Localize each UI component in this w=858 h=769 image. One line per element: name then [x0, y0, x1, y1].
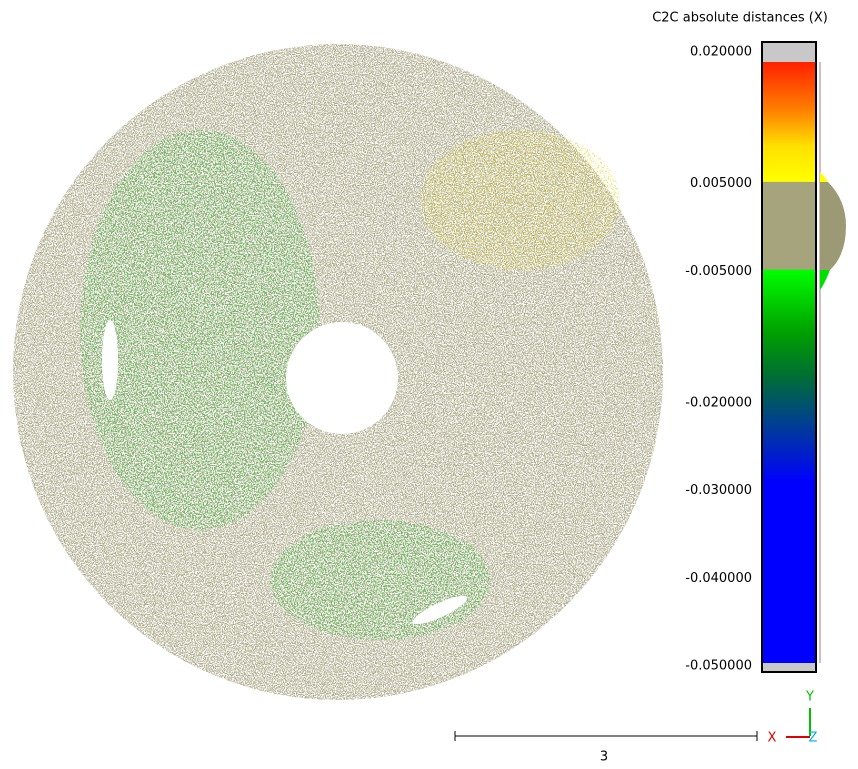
viewer: C2C absolute distances (X) 3 Y X Z 0.020… — [0, 0, 858, 765]
axis-y: Y — [805, 690, 814, 705]
histogram — [820, 172, 828, 182]
colorbar-tick-label: -0.005000 — [685, 264, 752, 279]
point-cloud — [13, 44, 663, 700]
colorbar-tick-label: -0.020000 — [685, 395, 752, 410]
colorbar-cap — [762, 663, 816, 672]
axis-x: X — [768, 731, 777, 746]
axes-gizmo — [786, 708, 810, 737]
scale-label: 3 — [600, 750, 608, 765]
colorbar-tick-label: 0.020000 — [690, 45, 752, 60]
colorbar-tick-label: 0.005000 — [690, 176, 752, 191]
colorbar-cap — [762, 42, 816, 62]
colorbar-tick-label: -0.030000 — [685, 483, 752, 498]
colorbar — [762, 62, 816, 663]
histogram — [820, 270, 830, 290]
histogram — [820, 182, 846, 270]
colorbar-tick-label: -0.050000 — [685, 659, 752, 674]
axis-z: Z — [809, 731, 818, 746]
colorbar-tick-label: -0.040000 — [685, 571, 752, 586]
scale-bar — [455, 731, 757, 741]
colorbar-title: C2C absolute distances (X) — [652, 11, 828, 26]
